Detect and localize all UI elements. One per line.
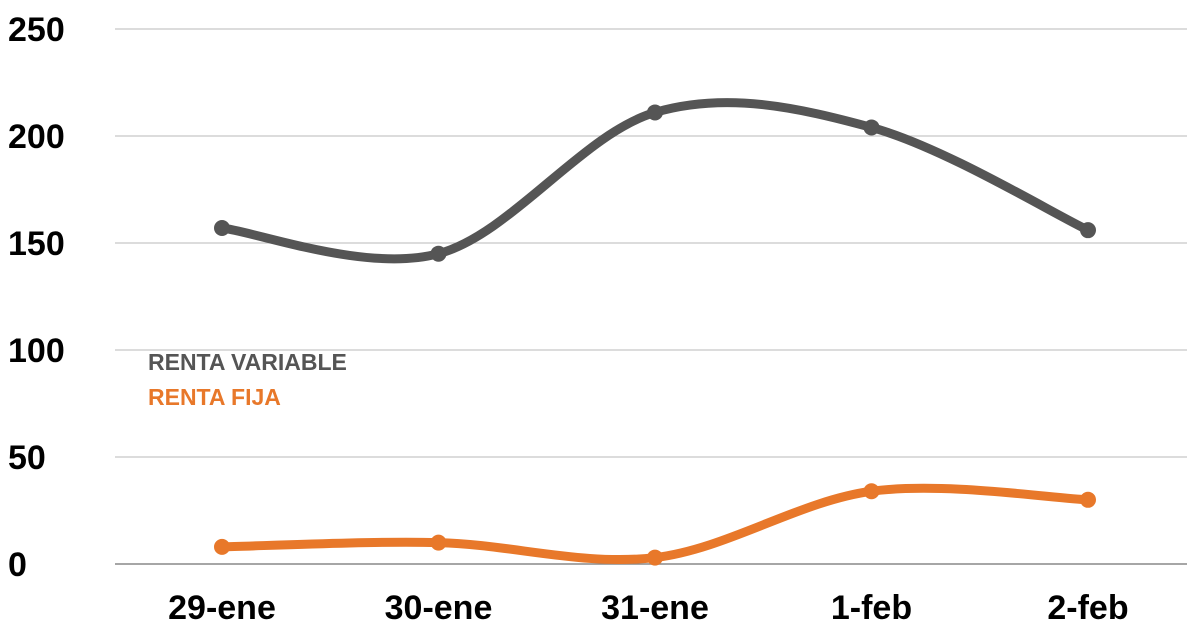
data-point-renta-variable <box>863 119 880 136</box>
data-point-renta-variable <box>430 245 447 262</box>
x-tick-label: 1-feb <box>831 589 912 621</box>
y-tick-label: 150 <box>8 225 65 263</box>
x-tick-label: 31-ene <box>601 589 709 621</box>
legend-item-renta-variable: RENTA VARIABLE <box>148 349 347 375</box>
x-tick-label: 29-ene <box>168 589 276 621</box>
x-tick-label: 30-ene <box>385 589 493 621</box>
legend: RENTA VARIABLE RENTA FIJA <box>148 349 347 410</box>
y-tick-label: 250 <box>8 11 65 49</box>
y-axis: 0 50 100 150 200 250 <box>8 11 65 584</box>
series-group <box>214 98 1096 566</box>
data-point-renta-fija <box>1080 491 1096 508</box>
data-point-renta-variable <box>214 220 230 237</box>
data-point-renta-variable <box>1080 222 1096 239</box>
legend-item-renta-fija: RENTA FIJA <box>148 384 281 410</box>
y-tick-label: 100 <box>8 332 65 370</box>
data-point-renta-variable <box>647 104 663 121</box>
x-tick-label: 2-feb <box>1047 589 1128 621</box>
series-line-renta-variable <box>217 98 1093 264</box>
data-point-renta-fija <box>863 483 880 500</box>
y-tick-label: 0 <box>8 546 27 584</box>
data-point-renta-fija <box>647 549 663 566</box>
y-tick-label: 200 <box>8 118 65 156</box>
data-point-renta-fija <box>430 534 447 551</box>
y-tick-label: 50 <box>8 439 46 477</box>
x-axis: 29-ene 30-ene 31-ene 1-feb 2-feb <box>168 589 1128 621</box>
series-line-renta-fija <box>217 483 1093 565</box>
data-point-renta-fija <box>214 538 230 555</box>
